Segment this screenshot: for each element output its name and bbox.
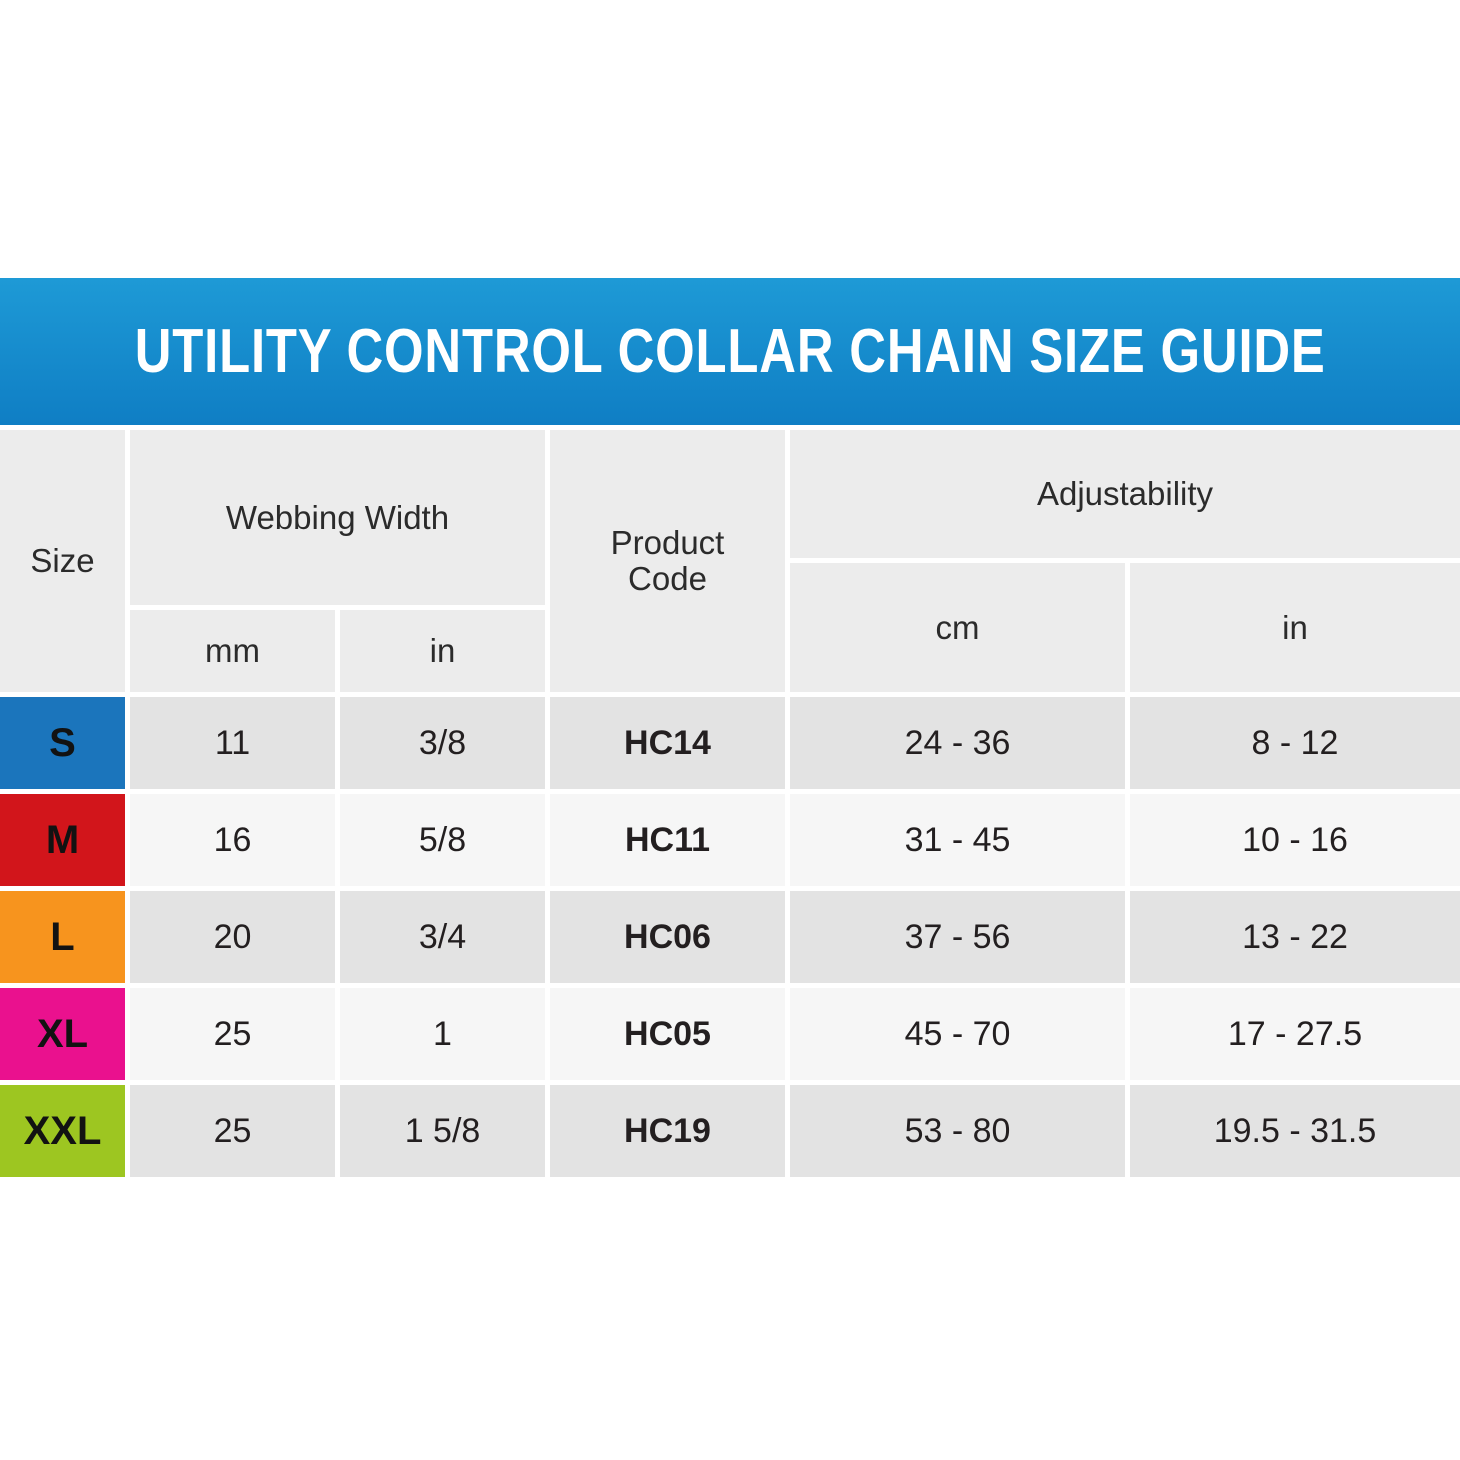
size-badge-s: S [0,697,125,789]
cell-product-code: HC19 [550,1085,785,1177]
cell-webbing-mm: 25 [130,1085,335,1177]
product-code-header-label: Product Code [610,523,725,597]
size-badge-l: L [0,891,125,983]
cell-adjustability-in: 8 - 12 [1130,697,1460,789]
cell-adjustability-cm: 24 - 36 [790,697,1125,789]
cell-product-code: HC05 [550,988,785,1080]
cell-webbing-mm: 11 [130,697,335,789]
cell-webbing-mm: 16 [130,794,335,886]
title-banner: UTILITY CONTROL COLLAR CHAIN SIZE GUIDE [0,278,1460,425]
cell-webbing-in: 1 [340,988,545,1080]
cell-webbing-in: 3/4 [340,891,545,983]
cell-webbing-mm: 25 [130,988,335,1080]
cell-adjustability-cm: 53 - 80 [790,1085,1125,1177]
cell-adjustability-cm: 45 - 70 [790,988,1125,1080]
column-header-webbing-width: Webbing Width [130,430,545,605]
cell-webbing-mm: 20 [130,891,335,983]
cell-adjustability-in: 13 - 22 [1130,891,1460,983]
size-guide-table: Size Webbing Width mm in Product Code Ad… [0,430,1460,1177]
cell-adjustability-in: 19.5 - 31.5 [1130,1085,1460,1177]
cell-adjustability-cm: 31 - 45 [790,794,1125,886]
page-title: UTILITY CONTROL COLLAR CHAIN SIZE GUIDE [134,317,1326,386]
size-badge-m: M [0,794,125,886]
cell-product-code: HC06 [550,891,785,983]
cell-webbing-in: 1 5/8 [340,1085,545,1177]
cell-webbing-in: 5/8 [340,794,545,886]
subheader-webbing-in: in [340,610,545,692]
cell-adjustability-in: 17 - 27.5 [1130,988,1460,1080]
cell-adjustability-in: 10 - 16 [1130,794,1460,886]
subheader-adjustability-in: in [1130,563,1460,692]
size-badge-xl: XL [0,988,125,1080]
column-header-size: Size [0,430,125,692]
cell-webbing-in: 3/8 [340,697,545,789]
subheader-adjustability-cm: cm [790,563,1125,692]
cell-adjustability-cm: 37 - 56 [790,891,1125,983]
column-header-adjustability: Adjustability [790,430,1460,558]
column-header-product-code: Product Code [550,430,785,692]
subheader-webbing-mm: mm [130,610,335,692]
cell-product-code: HC14 [550,697,785,789]
cell-product-code: HC11 [550,794,785,886]
size-badge-xxl: XXL [0,1085,125,1177]
